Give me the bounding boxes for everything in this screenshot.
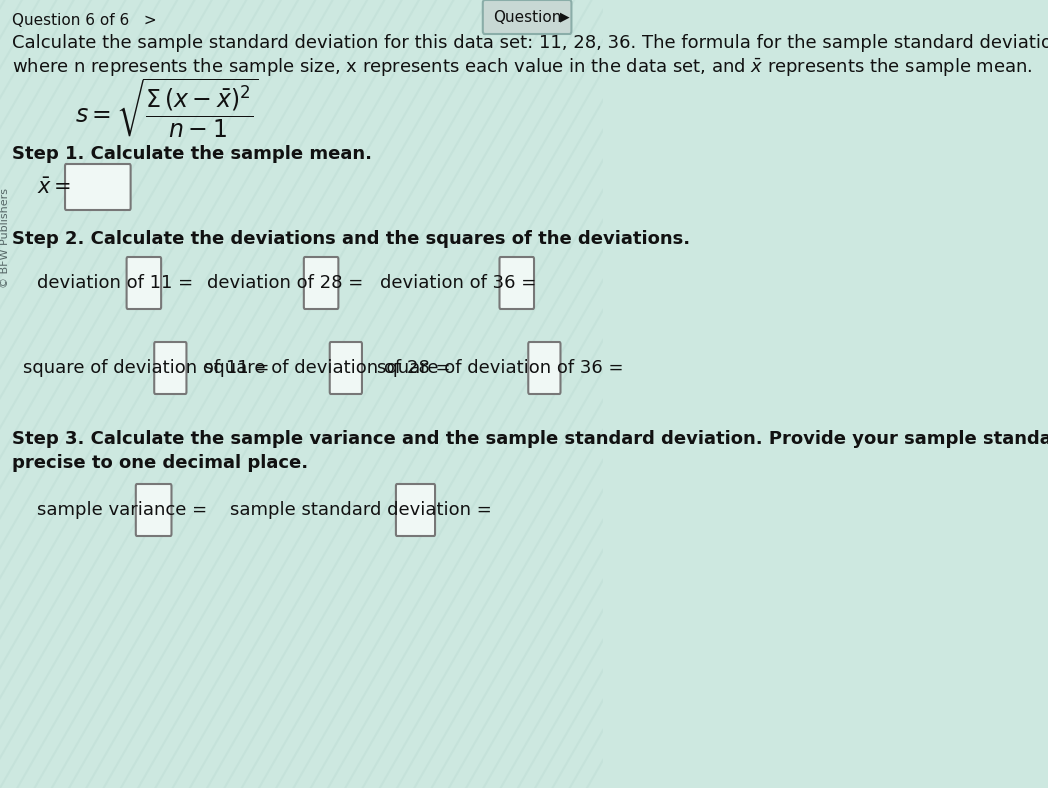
FancyBboxPatch shape	[396, 484, 435, 536]
Text: Step 1. Calculate the sample mean.: Step 1. Calculate the sample mean.	[12, 145, 371, 163]
Text: deviation of 11 =: deviation of 11 =	[38, 274, 194, 292]
Text: sample standard deviation =: sample standard deviation =	[231, 501, 492, 519]
Text: © BFW Publishers: © BFW Publishers	[0, 188, 9, 288]
Text: $s = \sqrt{\dfrac{\Sigma\,(x - \bar{x})^2}{n-1}}$: $s = \sqrt{\dfrac{\Sigma\,(x - \bar{x})^…	[74, 76, 259, 139]
FancyBboxPatch shape	[154, 342, 187, 394]
Text: Question: Question	[493, 9, 562, 24]
Text: square of deviation of 36 =: square of deviation of 36 =	[377, 359, 624, 377]
Text: sample variance =: sample variance =	[38, 501, 208, 519]
FancyBboxPatch shape	[330, 342, 362, 394]
Text: Step 2. Calculate the deviations and the squares of the deviations.: Step 2. Calculate the deviations and the…	[12, 230, 690, 248]
FancyBboxPatch shape	[483, 0, 571, 34]
Text: square of deviation of 11 =: square of deviation of 11 =	[23, 359, 269, 377]
Text: deviation of 28 =: deviation of 28 =	[208, 274, 364, 292]
FancyBboxPatch shape	[127, 257, 161, 309]
FancyBboxPatch shape	[528, 342, 561, 394]
Text: ▶: ▶	[561, 10, 570, 24]
Text: $\bar{x}\,$=: $\bar{x}\,$=	[38, 178, 71, 198]
FancyBboxPatch shape	[500, 257, 534, 309]
FancyBboxPatch shape	[136, 484, 172, 536]
Text: where n represents the sample size, x represents each value in the data set, and: where n represents the sample size, x re…	[12, 56, 1032, 78]
Text: Step 3. Calculate the sample variance and the sample standard deviation. Provide: Step 3. Calculate the sample variance an…	[12, 430, 1048, 448]
FancyBboxPatch shape	[304, 257, 339, 309]
Text: Calculate the sample standard deviation for this data set: 11, 28, 36. The formu: Calculate the sample standard deviation …	[12, 34, 1048, 52]
Text: precise to one decimal place.: precise to one decimal place.	[12, 454, 308, 472]
Text: Question 6 of 6   >: Question 6 of 6 >	[12, 13, 156, 28]
Text: deviation of 36 =: deviation of 36 =	[379, 274, 536, 292]
FancyBboxPatch shape	[65, 164, 131, 210]
Text: square of deviation of 28 =: square of deviation of 28 =	[204, 359, 451, 377]
